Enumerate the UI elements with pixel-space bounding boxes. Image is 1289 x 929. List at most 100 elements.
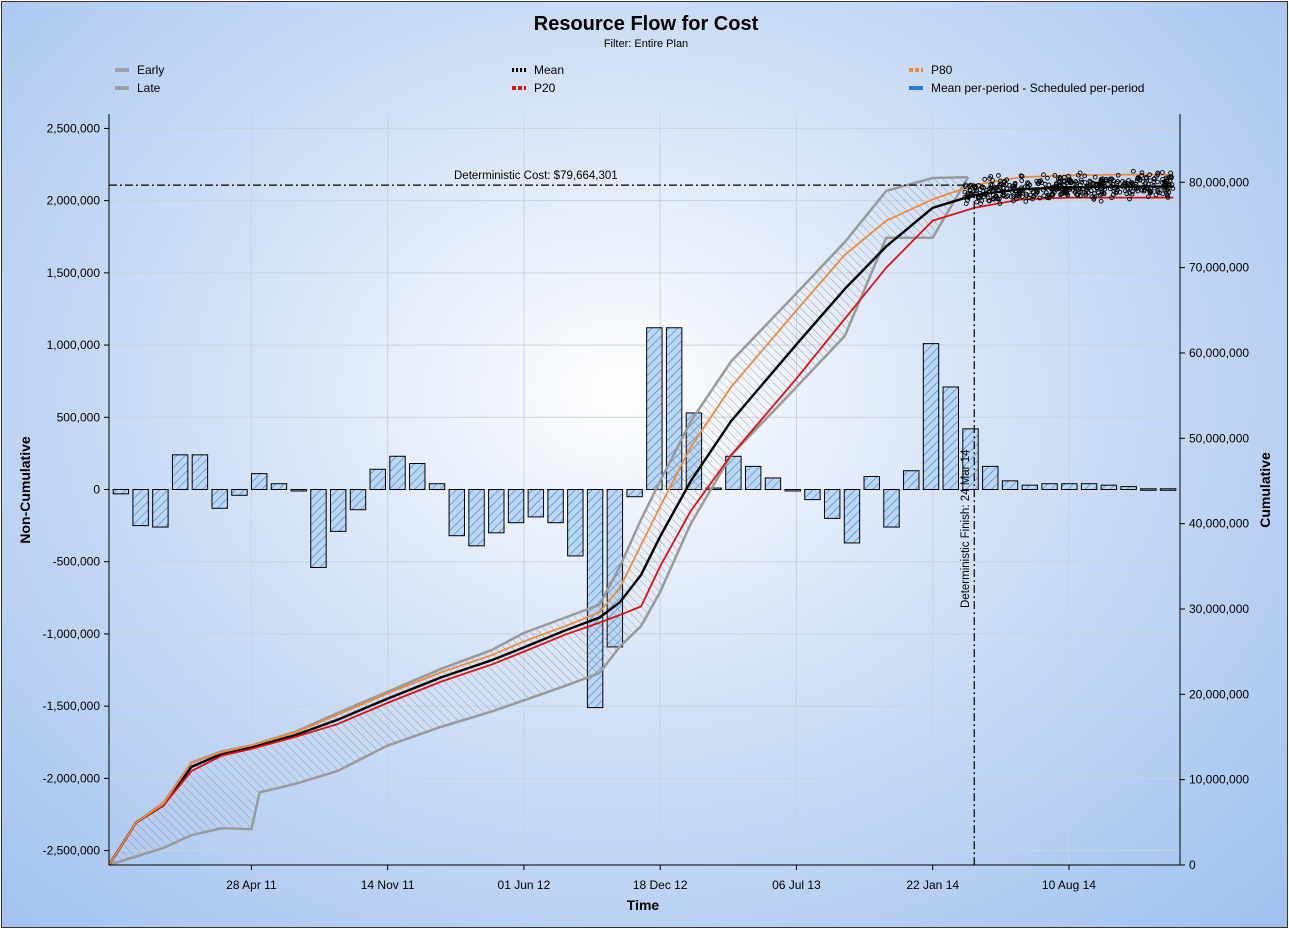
scatter-point bbox=[1082, 180, 1088, 185]
scatter-point bbox=[1011, 185, 1016, 191]
scatter-point bbox=[996, 188, 1001, 193]
scatter-point bbox=[966, 195, 971, 201]
scatter-point bbox=[1074, 182, 1079, 187]
chart-subtitle: Filter: Entire Plan bbox=[604, 38, 688, 50]
scatter-point bbox=[1129, 191, 1135, 197]
scatter-point bbox=[1153, 192, 1159, 198]
y-tick-label-right: 0 bbox=[1189, 858, 1196, 872]
per-period-bar bbox=[171, 454, 189, 491]
scatter-point bbox=[982, 191, 988, 197]
scatter-point bbox=[1023, 199, 1029, 204]
scatter-point bbox=[1045, 175, 1050, 181]
scatter-point bbox=[1114, 180, 1120, 186]
scatter-point bbox=[963, 201, 969, 206]
scatter-point bbox=[1164, 188, 1170, 193]
scatter-point bbox=[1056, 176, 1061, 182]
scatter-point bbox=[1011, 198, 1016, 204]
per-period-bar bbox=[626, 489, 643, 498]
scatter-point bbox=[1041, 172, 1046, 178]
scatter-point bbox=[1120, 179, 1125, 184]
scatter-point bbox=[1115, 172, 1121, 178]
scatter-point bbox=[986, 198, 992, 203]
line-p20 bbox=[108, 196, 1174, 866]
scatter-point bbox=[1061, 174, 1067, 180]
per-period-bar bbox=[527, 489, 545, 518]
late-line bbox=[108, 176, 970, 867]
y-tick-label-left: 0 bbox=[93, 483, 100, 497]
per-period-bar bbox=[132, 489, 149, 527]
y-tick-label-right: 70,000,000 bbox=[1189, 261, 1249, 275]
x-tick-label: 06 Jul 13 bbox=[772, 878, 821, 892]
scatter-point bbox=[1087, 178, 1093, 184]
per-period-bar bbox=[369, 468, 386, 490]
scatter-point bbox=[1134, 186, 1139, 192]
per-period-bar bbox=[1041, 483, 1058, 491]
scatter-point bbox=[1049, 192, 1055, 198]
scatter-point bbox=[1119, 184, 1125, 189]
y-tick-label-left: -1,000,000 bbox=[43, 627, 101, 641]
legend-item: Early bbox=[115, 63, 164, 77]
legend-item: P80 bbox=[909, 63, 953, 77]
per-period-bar bbox=[744, 465, 762, 490]
per-period-bar bbox=[468, 489, 485, 547]
scatter-point bbox=[1141, 188, 1147, 194]
y-tick-label-right: 80,000,000 bbox=[1189, 175, 1249, 189]
scatter-point bbox=[1151, 179, 1157, 184]
scatter-point bbox=[1125, 186, 1131, 192]
scatter-point bbox=[1077, 193, 1083, 199]
y-axis-title-right: Cumulative bbox=[1257, 452, 1273, 528]
scatter-point bbox=[1082, 173, 1088, 179]
scatter-point bbox=[1041, 187, 1046, 193]
per-period-bar bbox=[507, 489, 525, 524]
per-period-bar bbox=[1120, 486, 1137, 491]
scatter-point bbox=[967, 183, 972, 189]
per-period-bar bbox=[942, 386, 959, 491]
per-period-bar bbox=[922, 343, 940, 490]
legend-label: Late bbox=[137, 81, 161, 95]
per-period-bar bbox=[428, 483, 446, 491]
scatter-point bbox=[993, 193, 999, 199]
scatter-point bbox=[976, 183, 981, 188]
scatter-point bbox=[1101, 180, 1107, 186]
per-period-bar bbox=[883, 489, 900, 528]
legend-label: Mean per-period - Scheduled per-period bbox=[931, 81, 1144, 95]
scatter-point bbox=[1077, 170, 1083, 176]
legend-item: Late bbox=[115, 81, 161, 95]
per-period-bar bbox=[152, 489, 169, 528]
scatter-point bbox=[1053, 181, 1059, 186]
scatter-point bbox=[1043, 190, 1049, 195]
y-tick-label-left: -2,000,000 bbox=[43, 771, 101, 785]
per-period-bar bbox=[804, 489, 821, 501]
chart-title: Resource Flow for Cost bbox=[534, 13, 759, 35]
per-period-bar bbox=[1001, 480, 1019, 491]
y-tick-label-left: -2,500,000 bbox=[43, 844, 101, 858]
scatter-point bbox=[978, 201, 983, 206]
per-period-bar bbox=[270, 483, 288, 491]
scatter-point bbox=[1127, 185, 1133, 191]
y-tick-label-left: -1,500,000 bbox=[43, 699, 101, 713]
annotations: Deterministic Cost: $79,664,301 Determini… bbox=[109, 170, 975, 865]
scatter-point bbox=[1143, 175, 1149, 180]
y-tick-label-left: 2,500,000 bbox=[47, 121, 101, 135]
per-period-bar bbox=[112, 489, 130, 495]
scatter-point bbox=[1004, 186, 1010, 192]
deterministic-finish-label: Deterministic Finish: 24 Mar 14 bbox=[960, 449, 972, 608]
scatter-point bbox=[1075, 192, 1081, 198]
scatter-point bbox=[980, 191, 985, 197]
per-period-bar bbox=[843, 489, 861, 544]
x-axis-title: Time bbox=[627, 897, 660, 913]
scatter-point bbox=[1046, 182, 1052, 188]
legend-label: Early bbox=[137, 63, 164, 77]
per-period-bar bbox=[310, 489, 327, 568]
scatter-point bbox=[1097, 182, 1103, 188]
scatter-point bbox=[1130, 189, 1135, 194]
per-period-bar bbox=[646, 327, 663, 490]
scatter-point bbox=[1160, 170, 1165, 175]
per-period-bar bbox=[191, 454, 209, 491]
legend-label: P80 bbox=[931, 63, 953, 77]
per-period-bar bbox=[764, 477, 782, 491]
scatter-point bbox=[1077, 185, 1083, 191]
scatter-point bbox=[1170, 186, 1176, 191]
scatter-point bbox=[1144, 175, 1149, 181]
